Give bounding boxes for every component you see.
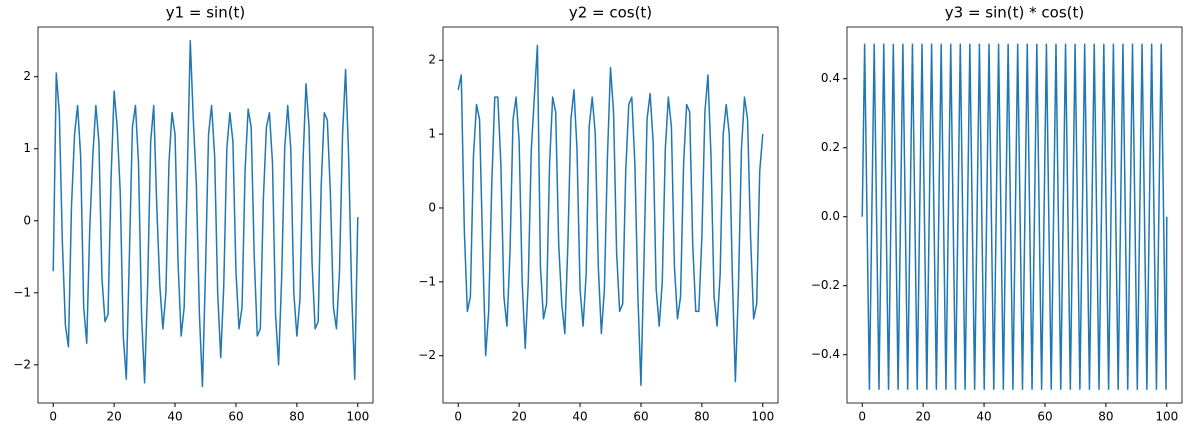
x-tick-label: 100: [751, 410, 774, 424]
y-tick-label: 0: [23, 213, 31, 227]
x-tick-label: 60: [633, 410, 648, 424]
x-tick-label: 20: [915, 410, 930, 424]
y-tick-label: −2: [418, 348, 436, 362]
x-tick-label: 0: [49, 410, 57, 424]
chart-title: y1 = sin(t): [166, 4, 246, 22]
y-tick-label: 1: [428, 127, 436, 141]
y-tick-label: 0.4: [821, 71, 840, 85]
x-tick-label: 40: [167, 410, 182, 424]
x-tick-label: 100: [1155, 410, 1178, 424]
chart-title: y2 = cos(t): [569, 4, 652, 22]
y-tick-label: 0: [428, 200, 436, 214]
x-tick-label: 40: [572, 410, 587, 424]
y-tick-label: −0.4: [811, 347, 840, 361]
plot-frame: [846, 26, 1183, 404]
x-tick-label: 100: [346, 410, 369, 424]
x-tick-label: 0: [858, 410, 866, 424]
x-tick-label: 20: [511, 410, 526, 424]
y-tick-label: 0.2: [821, 140, 840, 154]
x-tick-label: 80: [1098, 410, 1113, 424]
y-tick-label: 0.0: [821, 209, 840, 223]
y-tick-label: −2: [13, 357, 31, 371]
data-line: [861, 43, 1168, 390]
chart-title: y3 = sin(t) * cos(t): [945, 4, 1084, 22]
x-tick-label: 20: [106, 410, 121, 424]
y-tick-label: 2: [23, 69, 31, 83]
x-tick-label: 80: [289, 410, 304, 424]
plot-frame: [442, 26, 779, 404]
y-tick-label: −0.2: [811, 278, 840, 292]
y-tick-label: −1: [13, 285, 31, 299]
y-tick-label: −1: [418, 274, 436, 288]
y-tick-label: 2: [428, 53, 436, 67]
x-tick-label: 0: [454, 410, 462, 424]
x-tick-label: 40: [976, 410, 991, 424]
data-line: [457, 44, 764, 387]
y-tick-label: 1: [23, 141, 31, 155]
plot-frame: [37, 26, 374, 404]
x-tick-label: 80: [694, 410, 709, 424]
x-tick-label: 60: [1037, 410, 1052, 424]
x-tick-label: 60: [228, 410, 243, 424]
data-line: [52, 39, 359, 388]
